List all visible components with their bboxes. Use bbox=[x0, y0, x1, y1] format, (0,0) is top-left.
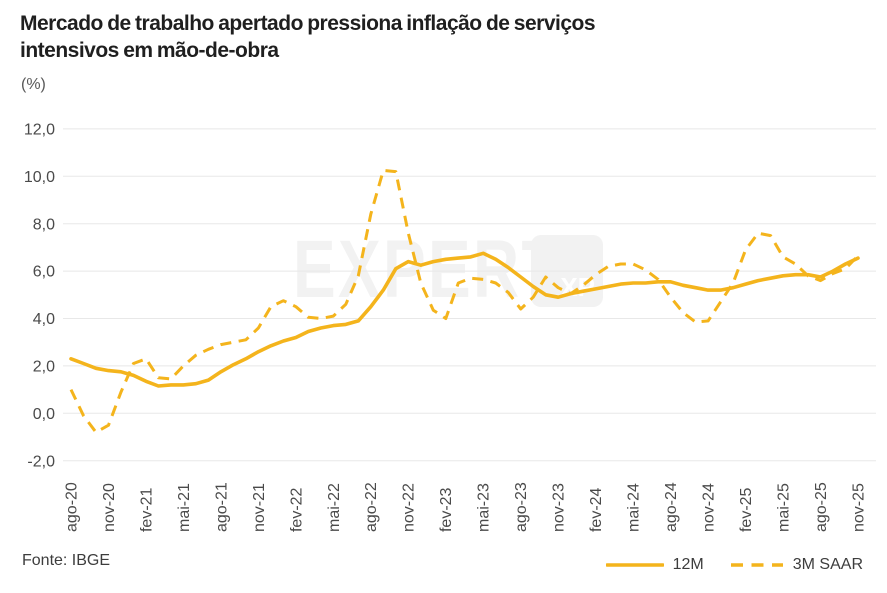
x-axis-tick-label: fev-24 bbox=[588, 487, 605, 532]
legend-label-3m-saar: 3M SAAR bbox=[792, 556, 863, 573]
x-axis-tick-label: fev-22 bbox=[288, 487, 305, 532]
dashed-line-swatch bbox=[730, 563, 783, 567]
y-axis-tick-label: 0,0 bbox=[33, 406, 55, 423]
legend-label-12m: 12M bbox=[672, 556, 704, 573]
x-axis-tick-label: ago-21 bbox=[213, 482, 230, 532]
x-axis-tick-label: mai-24 bbox=[626, 483, 643, 532]
y-axis-tick-label: 12,0 bbox=[24, 122, 55, 139]
x-axis-tick-label: fev-25 bbox=[738, 487, 755, 532]
x-axis-tick-label: nov-21 bbox=[251, 483, 268, 532]
y-axis-tick-label: 6,0 bbox=[33, 264, 55, 281]
series-line-12m bbox=[69, 251, 860, 388]
series-line-3m-saar bbox=[69, 168, 860, 434]
x-axis-tick-label: ago-20 bbox=[63, 482, 80, 532]
solid-line-swatch bbox=[605, 563, 664, 567]
chart-area: EXPERT XP 12,0 10,0 8,0 6,0 4,0 2,0 0,0 -2,0 ago… bbox=[0, 98, 887, 545]
chart-legend: 12M 3M SAAR bbox=[605, 556, 863, 574]
x-axis-tick-label: fev-23 bbox=[438, 487, 455, 532]
x-axis-tick-label: mai-22 bbox=[326, 483, 343, 532]
legend-item-3m-saar: 3M SAAR bbox=[730, 556, 863, 574]
chart-unit-label: (%) bbox=[21, 76, 46, 93]
x-axis-tick-label: nov-25 bbox=[850, 483, 867, 532]
y-axis-tick-label: -2,0 bbox=[27, 453, 55, 470]
y-axis-tick-label: 2,0 bbox=[33, 359, 55, 376]
chart-title: Mercado de trabalho apertado pressiona i… bbox=[20, 12, 596, 62]
x-axis-tick-label: nov-22 bbox=[401, 483, 418, 532]
x-axis-tick-label: mai-23 bbox=[476, 483, 493, 532]
x-axis-tick-label: ago-25 bbox=[813, 482, 830, 532]
legend-item-12m: 12M bbox=[605, 556, 704, 574]
x-axis-tick-label: mai-25 bbox=[775, 483, 792, 532]
xp-logo-text: XP bbox=[560, 272, 595, 302]
x-axis-tick-label: nov-23 bbox=[551, 483, 568, 532]
x-axis-tick-label: ago-24 bbox=[663, 482, 680, 532]
x-axis-tick-label: fev-21 bbox=[138, 487, 155, 532]
x-axis-tick-label: nov-20 bbox=[101, 483, 118, 532]
source-label: Fonte: IBGE bbox=[22, 552, 111, 569]
y-axis-tick-label: 10,0 bbox=[24, 169, 55, 186]
inflation-line-chart: 12,0 10,0 8,0 6,0 4,0 2,0 0,0 -2,0 ago-20 nov-20 f… bbox=[24, 122, 876, 532]
x-axis-tick-label: ago-22 bbox=[363, 482, 380, 532]
x-axis-tick-label: nov-24 bbox=[701, 483, 718, 532]
x-axis-tick-label: ago-23 bbox=[513, 482, 530, 532]
y-axis-tick-label: 4,0 bbox=[33, 311, 55, 328]
y-axis-tick-label: 8,0 bbox=[33, 216, 55, 233]
x-axis-tick-label: mai-21 bbox=[176, 483, 193, 532]
